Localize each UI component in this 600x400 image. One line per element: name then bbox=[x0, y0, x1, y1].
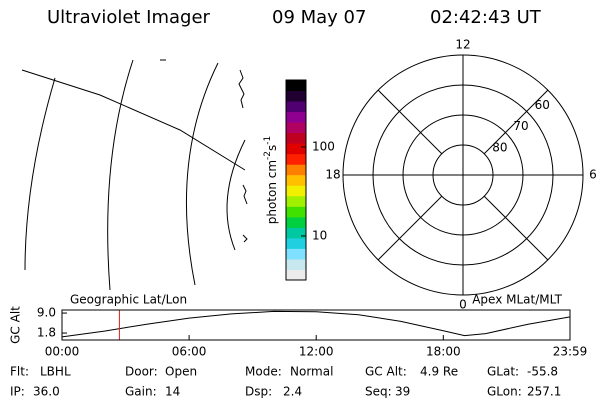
colorbar-swatch bbox=[286, 227, 306, 239]
field-label: Door: bbox=[125, 365, 158, 379]
time: 02:42:43 UT bbox=[430, 7, 542, 28]
x-tick-label: 18:00 bbox=[426, 345, 461, 359]
title: Ultraviolet Imager bbox=[47, 7, 211, 28]
colorbar-swatch bbox=[286, 206, 306, 218]
coastline bbox=[160, 59, 248, 243]
colorbar-swatch bbox=[286, 111, 306, 123]
field-value: 257.1 bbox=[527, 385, 561, 399]
map-grid-line bbox=[186, 62, 219, 286]
field-value: 39 bbox=[395, 385, 410, 399]
colorbar-swatch bbox=[286, 258, 306, 270]
mlt-spoke bbox=[483, 89, 549, 155]
altitude-curve bbox=[61, 310, 571, 338]
colorbar-tick-label: 10 bbox=[312, 228, 327, 242]
colorbar-swatch bbox=[286, 90, 306, 102]
field-label: Seq: bbox=[365, 385, 392, 399]
map-label: Apex MLat/MLT bbox=[472, 293, 562, 307]
colorbar-tick-label: 100 bbox=[312, 139, 335, 153]
date: 09 May 07 bbox=[272, 7, 366, 28]
field-label: GLat: bbox=[487, 365, 519, 379]
field-label: GLon: bbox=[487, 385, 522, 399]
colorbar-frame bbox=[285, 79, 307, 281]
field-label: Mode: bbox=[245, 365, 282, 379]
orbit-plot: Geographic Lat/Lon Apex MLat/MLT GC Alt 9.0… bbox=[9, 293, 588, 359]
mlt-label: 12 bbox=[455, 38, 470, 52]
colorbar-swatch bbox=[286, 132, 306, 144]
field-label: Dsp: bbox=[245, 385, 272, 399]
colorbar-label: photon cm-2s-1 bbox=[263, 136, 279, 225]
colorbar-swatch bbox=[286, 143, 306, 155]
field-value: Open bbox=[165, 365, 197, 379]
colorbar-swatch bbox=[286, 80, 306, 92]
colorbar-swatch bbox=[286, 164, 306, 176]
field-value: 36.0 bbox=[33, 385, 60, 399]
mlt-label: 6 bbox=[589, 168, 597, 182]
x-tick-label: 00:00 bbox=[45, 345, 80, 359]
map-label: Geographic Lat/Lon bbox=[70, 293, 187, 307]
colorbar-swatch bbox=[286, 248, 306, 260]
colorbar-swatch bbox=[286, 101, 306, 113]
lat-label: 70 bbox=[513, 119, 528, 133]
mlt-spoke bbox=[377, 89, 443, 155]
field-label: IP: bbox=[10, 385, 25, 399]
plot-frame bbox=[61, 309, 571, 341]
map-grid-line bbox=[107, 59, 134, 291]
colorbar-swatch bbox=[286, 122, 306, 134]
map-grid-line bbox=[21, 69, 246, 171]
x-tick-label: 12:00 bbox=[299, 345, 334, 359]
lat-label: 60 bbox=[535, 98, 550, 112]
map-grid-line bbox=[226, 139, 246, 251]
colorbar-swatch bbox=[286, 153, 306, 165]
colorbar-swatch bbox=[286, 185, 306, 197]
colorbar: 10 100 bbox=[285, 79, 335, 281]
mlt-spoke bbox=[483, 195, 549, 261]
y-axis-label: GC Alt bbox=[9, 306, 23, 344]
field-label: Gain: bbox=[125, 385, 157, 399]
field-value: 4.9 Re bbox=[420, 365, 458, 379]
field-value: Normal bbox=[290, 365, 333, 379]
field-value: -55.8 bbox=[527, 365, 558, 379]
y-tick-label: 9.0 bbox=[37, 306, 56, 320]
field-value: 2.4 bbox=[283, 385, 302, 399]
colorbar-swatch bbox=[286, 237, 306, 249]
map-grid-line bbox=[24, 77, 56, 271]
field-value: LBHL bbox=[40, 365, 71, 379]
lat-label: 80 bbox=[492, 140, 507, 154]
footer: Flt: LBHL Door: Open Mode: Normal GC Alt: 4.9 R… bbox=[10, 365, 561, 399]
field-label: GC Alt: bbox=[365, 365, 407, 379]
colorbar-swatch bbox=[286, 269, 306, 281]
colorbar-swatch bbox=[286, 195, 306, 207]
mlt-spoke bbox=[377, 195, 443, 261]
field-label: Flt: bbox=[10, 365, 29, 379]
x-tick-label: 23:59 bbox=[553, 345, 588, 359]
mlt-label: 18 bbox=[325, 168, 340, 182]
colorbar-swatch bbox=[286, 174, 306, 186]
mlt-label: 0 bbox=[459, 298, 467, 312]
colorbar-swatch bbox=[286, 216, 306, 228]
x-tick-label: 06:00 bbox=[172, 345, 207, 359]
y-tick-label: 1.8 bbox=[37, 326, 56, 340]
field-value: 14 bbox=[165, 385, 180, 399]
geo-map bbox=[21, 59, 248, 291]
